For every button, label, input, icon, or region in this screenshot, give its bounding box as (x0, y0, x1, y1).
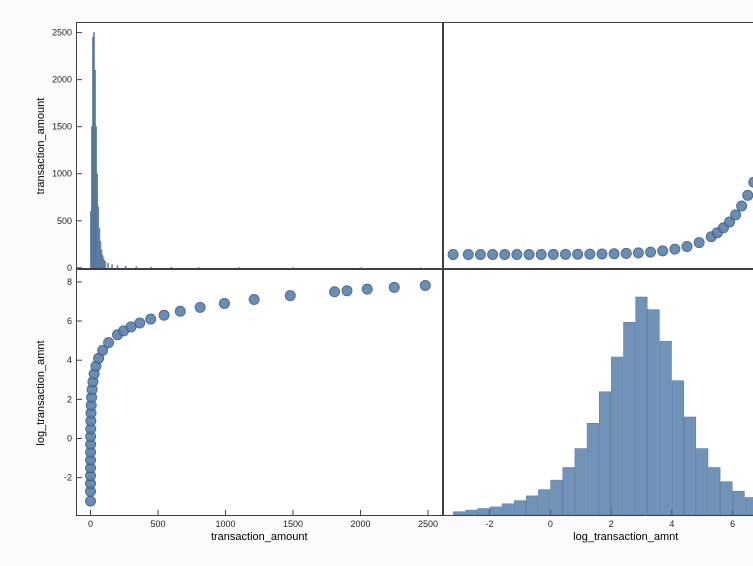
svg-text:500: 500 (57, 216, 72, 226)
svg-text:-2: -2 (485, 519, 493, 529)
svg-text:0: 0 (67, 263, 72, 273)
svg-text:4: 4 (67, 355, 72, 365)
subplot-grid: transaction_amount 05001000150020002500 … (76, 22, 753, 516)
svg-text:2500: 2500 (52, 28, 72, 38)
svg-text:1500: 1500 (52, 122, 72, 132)
pairplot-figure: transaction_amount 05001000150020002500 … (76, 22, 735, 516)
svg-text:8: 8 (67, 277, 72, 287)
svg-text:4: 4 (669, 519, 674, 529)
svg-text:1000: 1000 (216, 519, 236, 529)
panel-top-right-scatter (443, 22, 753, 269)
xlabel-br: log_transaction_amnt (573, 531, 678, 543)
svg-text:6: 6 (730, 519, 735, 529)
svg-text:2500: 2500 (418, 519, 438, 529)
svg-text:-2: -2 (64, 473, 72, 483)
svg-text:0: 0 (88, 519, 93, 529)
panel-bottom-right-hist: log_transaction_amnt -202468 (443, 269, 753, 516)
svg-text:6: 6 (67, 316, 72, 326)
svg-text:2: 2 (67, 394, 72, 404)
panel-top-left-hist: transaction_amount 05001000150020002500 (76, 22, 443, 269)
svg-text:0: 0 (67, 433, 72, 443)
svg-text:2000: 2000 (351, 519, 371, 529)
svg-text:0: 0 (547, 519, 552, 529)
panel-bottom-left-scatter: log_transaction_amnt transaction_amount … (76, 269, 443, 516)
svg-text:1500: 1500 (283, 519, 303, 529)
svg-text:2: 2 (608, 519, 613, 529)
svg-text:1000: 1000 (52, 169, 72, 179)
svg-text:500: 500 (151, 519, 166, 529)
xlabel-bl: transaction_amount (211, 531, 308, 543)
ylabel-tl: transaction_amount (35, 97, 47, 194)
ylabel-bl: log_transaction_amnt (35, 340, 47, 445)
svg-text:2000: 2000 (52, 75, 72, 85)
